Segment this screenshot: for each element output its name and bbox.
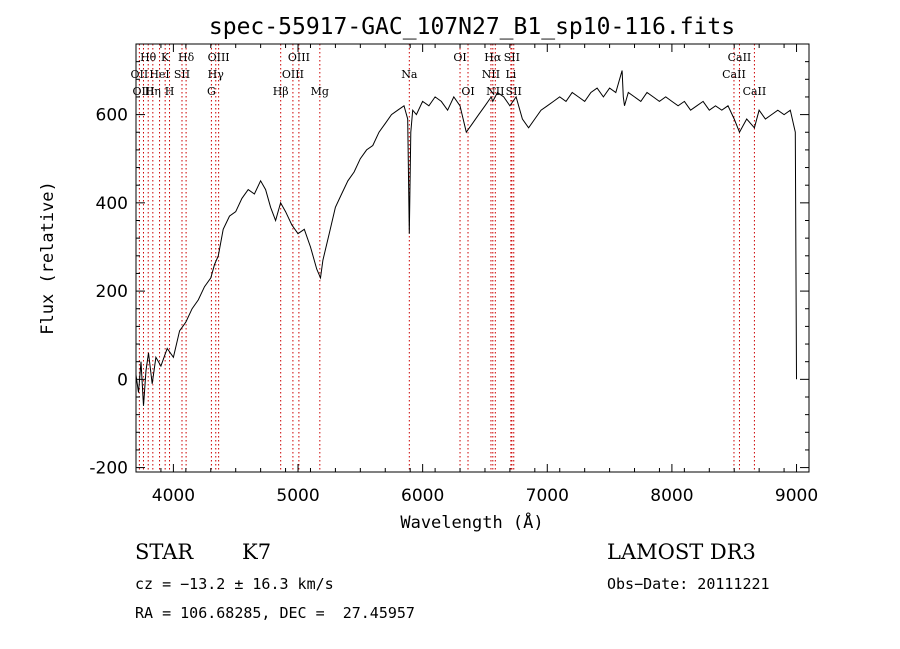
spectral-line-label-17: OI: [453, 51, 466, 64]
observation-date: Obs−Date: 20111221: [607, 575, 770, 593]
axis-ticks: 4000 5000 6000 7000 8000 9000 -200 0 200 400 600: [89, 44, 818, 506]
y-tick-label-1: 0: [117, 370, 128, 390]
x-tick-label-5: 9000: [775, 486, 818, 506]
spectral-line-label-5: Hη: [145, 85, 161, 98]
star-class: STAR: [135, 540, 194, 564]
plot-frame: [135, 43, 810, 473]
spectral-line-label-21: NII: [482, 68, 500, 81]
star-subclass: K7: [242, 540, 272, 564]
spectral-line-label-26: CaII: [722, 68, 746, 81]
spectral-line-label-9: OIII: [208, 51, 230, 64]
spectral-line-label-22: Li: [505, 68, 516, 81]
spectral-line-label-2: OIII: [132, 85, 154, 98]
spectral-line-label-14: Hβ: [273, 85, 289, 98]
x-axis-label: Wavelength (Å): [400, 511, 543, 533]
spectral-line-label-18: OI: [461, 85, 474, 98]
spectral-line-label-6: SII: [174, 68, 190, 81]
spectral-line-markers: [138, 44, 755, 472]
survey-name: LAMOST DR3: [607, 540, 756, 564]
redshift-cz: cz = −13.2 ± 16.3 km/s: [135, 575, 334, 593]
coordinates: RA = 106.68285, DEC = 27.45957: [135, 604, 415, 622]
spectral-line-label-1: OII: [131, 68, 149, 81]
spectral-line-label-4: HeI: [149, 68, 169, 81]
x-tick-label-2: 6000: [401, 486, 444, 506]
spectrum-series: [135, 70, 797, 406]
chart-title: spec-55917-GAC_107N27_B1_sp10-116.fits: [209, 14, 735, 40]
spectral-line-label-16: Na: [401, 68, 418, 81]
spectral-line-label-25: CaII: [728, 51, 752, 64]
x-tick-label-4: 8000: [650, 486, 693, 506]
x-tick-label-0: 4000: [152, 486, 195, 506]
spectral-line-label-3: K: [161, 51, 170, 64]
spectral-line-label-8: H: [165, 85, 175, 98]
spectral-line-label-0: Hθ: [140, 51, 157, 64]
spectral-line-label-7: Hδ: [178, 51, 195, 64]
y-axis-label: Flux (relative): [38, 181, 58, 335]
spectral-line-label-20: SII: [504, 51, 520, 64]
y-tick-label-4: 600: [96, 106, 128, 126]
spectral-line-label-15: Mg: [311, 85, 329, 98]
spectral-line-label-27: CaII: [743, 85, 767, 98]
y-tick-label-3: 400: [96, 194, 128, 214]
spectral-line-label-19: Hα: [484, 51, 502, 64]
spectral-line-labels: Hθ OII OIII K HeI Hη SII Hδ H OIII Hγ G OIII OIII Hβ Mg…: [131, 51, 767, 98]
spectral-line-label-12: OIII: [288, 51, 310, 64]
spectral-line-label-11: G: [207, 85, 216, 98]
y-tick-label-0: -200: [89, 459, 128, 479]
y-tick-label-2: 200: [96, 282, 128, 302]
spectral-line-label-10: Hγ: [208, 68, 225, 81]
x-tick-label-3: 7000: [526, 486, 569, 506]
x-tick-label-1: 5000: [276, 486, 319, 506]
spectral-line-label-24: SII: [506, 85, 522, 98]
spectral-line-label-13: OIII: [282, 68, 304, 81]
